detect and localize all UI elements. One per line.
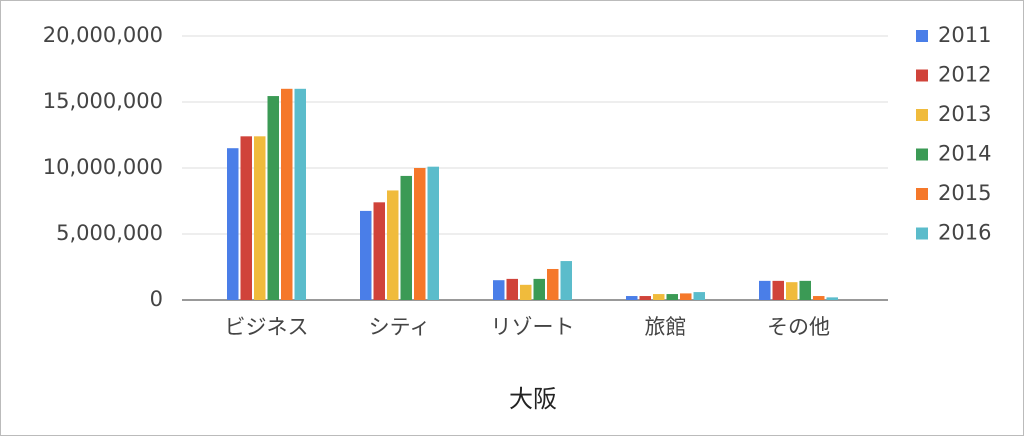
legend-label: 2014: [938, 142, 991, 166]
bar: [772, 280, 784, 300]
bar: [400, 175, 412, 300]
x-tick-label: その他: [767, 315, 830, 339]
bar: [653, 294, 665, 300]
legend-label: 2012: [938, 63, 991, 87]
bar: [360, 210, 372, 300]
legend-label: 2016: [938, 221, 991, 245]
bar: [373, 202, 385, 300]
bar: [387, 190, 399, 300]
x-tick-label: リゾート: [491, 315, 575, 339]
y-tick-label: 20,000,000: [43, 23, 163, 47]
legend-label: 2011: [938, 23, 991, 47]
bar: [693, 292, 705, 300]
y-tick-label: 5,000,000: [56, 221, 163, 245]
bar: [666, 294, 678, 300]
y-tick-label: 0: [150, 287, 163, 311]
bar: [680, 293, 692, 300]
y-tick-label: 15,000,000: [43, 89, 163, 113]
legend-swatch: [916, 227, 928, 240]
x-tick-label: 旅館: [645, 315, 687, 339]
legend-label: 2013: [938, 102, 991, 126]
bar: [547, 268, 559, 300]
legend-swatch: [916, 109, 928, 121]
bar: [414, 168, 426, 300]
bar: [281, 88, 293, 300]
bar: [786, 282, 798, 300]
bar: [533, 278, 545, 300]
bar: [626, 296, 638, 300]
legend-swatch: [916, 30, 928, 42]
bar: [639, 296, 651, 300]
bar: [813, 296, 825, 300]
legend-swatch: [916, 188, 928, 200]
bar: [826, 297, 838, 300]
bar: [520, 284, 532, 300]
bar: [427, 166, 439, 300]
bar: [493, 280, 505, 300]
x-tick-label: シティ: [369, 315, 431, 339]
x-axis-title: 大阪: [509, 385, 557, 413]
bar: [267, 96, 279, 300]
bar: [506, 278, 518, 300]
bar: [759, 280, 771, 300]
y-tick-label: 10,000,000: [43, 155, 163, 179]
bar: [240, 136, 252, 300]
legend-swatch: [916, 69, 928, 82]
bar: [560, 261, 572, 300]
bar: [799, 280, 811, 300]
legend-swatch: [916, 148, 928, 161]
bar: [254, 136, 266, 300]
x-tick-label: ビジネス: [225, 315, 309, 339]
bar: [294, 88, 306, 300]
bar: [227, 148, 239, 300]
legend-label: 2015: [938, 181, 991, 205]
